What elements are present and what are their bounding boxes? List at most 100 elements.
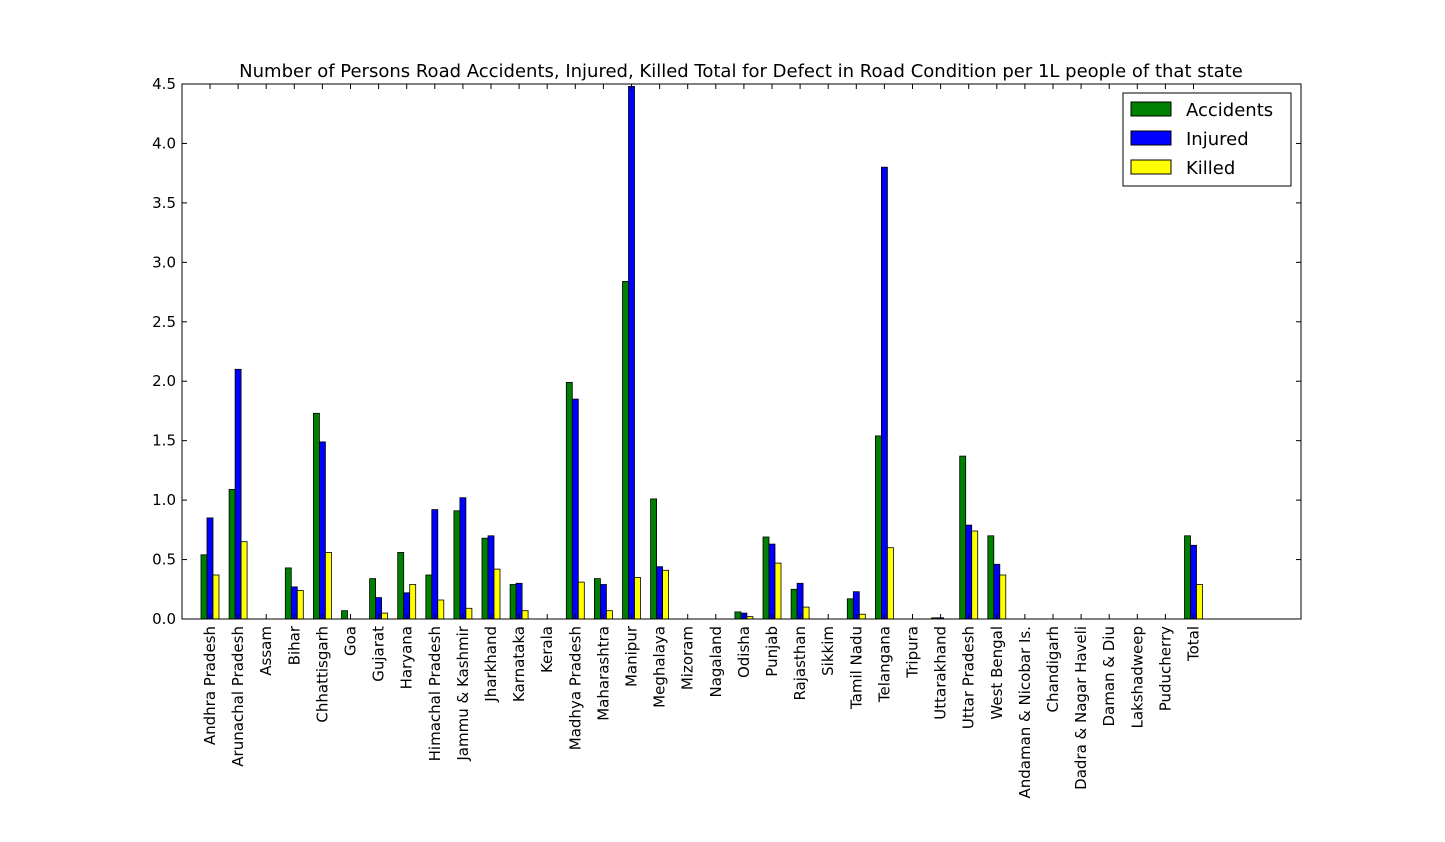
x-tick-label: Manipur: [623, 625, 641, 687]
x-tick-label: Daman & Diu: [1100, 626, 1118, 727]
bar-accidents-3: [284, 567, 292, 620]
x-tick-label: Tripura: [904, 626, 922, 679]
bar-killed-23: [858, 613, 866, 620]
bar-killed-7: [409, 584, 417, 620]
bar-accidents-35: [1184, 535, 1191, 620]
x-tick-label: Kerala: [538, 626, 556, 673]
x-tick-label: Punjab: [763, 626, 781, 677]
bar-killed-0: [212, 574, 220, 620]
bar-killed-16: [662, 569, 669, 620]
x-tick-label: Andhra Pradesh: [201, 626, 219, 745]
y-tick-label: 3.5: [152, 194, 176, 212]
bar-killed-6: [381, 612, 389, 620]
bars-layer: [200, 86, 1203, 620]
bar-injured-24: [881, 166, 888, 620]
x-tick-label: Meghalaya: [651, 626, 669, 708]
bar-killed-28: [999, 574, 1007, 620]
bar-injured-28: [993, 563, 1001, 620]
bar-killed-9: [465, 607, 473, 620]
x-tick-label: Bihar: [285, 625, 303, 665]
x-tick-label: Uttar Pradesh: [960, 626, 978, 729]
bar-accidents-4: [312, 412, 320, 620]
x-tick-label: Telangana: [875, 626, 893, 703]
x-tick-label: Sikkim: [819, 626, 837, 676]
bar-killed-3: [296, 590, 304, 620]
x-tick-label: Chhattisgarh: [313, 626, 331, 723]
bar-accidents-13: [565, 381, 573, 620]
bar-injured-1: [234, 368, 242, 620]
bar-killed-21: [802, 606, 810, 620]
bar-injured-13: [571, 398, 579, 620]
bar-accidents-11: [509, 584, 517, 620]
bar-injured-9: [459, 497, 467, 620]
bar-accidents-6: [369, 578, 377, 620]
bar-accidents-19: [734, 611, 742, 620]
plot-area-frame: [181, 83, 1302, 620]
legend-label-killed: Killed: [1186, 158, 1235, 179]
bar-killed-20: [774, 562, 782, 620]
bar-injured-11: [515, 582, 523, 620]
x-tick-label: Total: [1185, 626, 1203, 662]
bar-injured-10: [487, 535, 495, 620]
x-tick-label: Himachal Pradesh: [426, 626, 444, 761]
bar-killed-1: [240, 541, 248, 620]
y-tick-label: 0.5: [152, 551, 176, 569]
bar-injured-8: [431, 509, 439, 620]
x-tick-label: Puducherry: [1156, 626, 1174, 711]
y-tick-label: 4.5: [152, 75, 176, 93]
bar-killed-24: [887, 547, 894, 620]
bar-killed-35: [1196, 584, 1203, 620]
bar-injured-16: [656, 566, 663, 620]
x-tick-label: Uttarakhand: [932, 626, 950, 720]
bar-accidents-7: [397, 552, 405, 620]
x-tick-label: Maharashtra: [594, 626, 612, 721]
legend-swatch-injured: [1130, 130, 1172, 146]
y-tick-label: 2.5: [152, 313, 176, 331]
y-tick-label: 4.0: [152, 134, 176, 152]
bar-injured-0: [206, 517, 214, 620]
x-tick-label: Andaman & Nicobar Is.: [1016, 626, 1034, 799]
x-tick-label: Rajasthan: [791, 626, 809, 701]
x-tick-label: Haryana: [398, 626, 416, 689]
x-tick-label: Assam: [257, 626, 275, 676]
x-tick-label: Odisha: [735, 626, 753, 678]
y-tick-label: 3.0: [152, 253, 176, 271]
x-tick-label: Nagaland: [707, 626, 725, 698]
bar-accidents-21: [790, 588, 798, 620]
bar-killed-27: [971, 530, 979, 620]
bar-injured-14: [600, 584, 607, 620]
y-tick-label: 2.0: [152, 372, 176, 390]
axes-layer: 0.0 0.5 1.0 1.5 2.0 2.5 3.0 3.5 4.0 4.5 Andhra Pra…: [152, 75, 1301, 799]
bar-injured-15: [628, 86, 635, 620]
bar-accidents-14: [594, 578, 601, 620]
bar-accidents-1: [228, 488, 236, 620]
x-tick-label: Jammu & Kashmir: [454, 625, 472, 761]
x-tick-label: Madhya Pradesh: [566, 626, 584, 750]
legend-label-injured: Injured: [1186, 129, 1249, 150]
x-tick-label: Jharkhand: [482, 626, 500, 703]
bar-injured-35: [1190, 544, 1197, 620]
x-tick-label: Chandigarh: [1044, 626, 1062, 713]
y-tick-label: 1.0: [152, 491, 176, 509]
bar-killed-13: [577, 581, 585, 620]
bar-accidents-24: [875, 435, 882, 620]
bar-accidents-16: [650, 498, 657, 620]
bar-killed-4: [324, 552, 332, 620]
bar-accidents-0: [200, 554, 208, 620]
bar-injured-20: [768, 543, 776, 620]
y-tick-label: 0.0: [152, 610, 176, 628]
bar-accidents-8: [425, 574, 433, 620]
bar-killed-14: [606, 610, 613, 620]
x-tick-label: Lakshadweep: [1128, 626, 1146, 729]
bar-killed-15: [634, 577, 641, 620]
chart-title: Number of Persons Road Accidents, Injure…: [239, 61, 1243, 82]
bar-killed-8: [437, 599, 445, 620]
legend-swatch-killed: [1130, 159, 1172, 175]
bar-accidents-15: [622, 280, 629, 620]
bar-injured-21: [796, 582, 804, 620]
x-tick-label: Arunachal Pradesh: [229, 626, 247, 767]
bar-accidents-9: [453, 510, 461, 620]
x-tick-label: Dadra & Nagar Haveli: [1072, 626, 1090, 790]
